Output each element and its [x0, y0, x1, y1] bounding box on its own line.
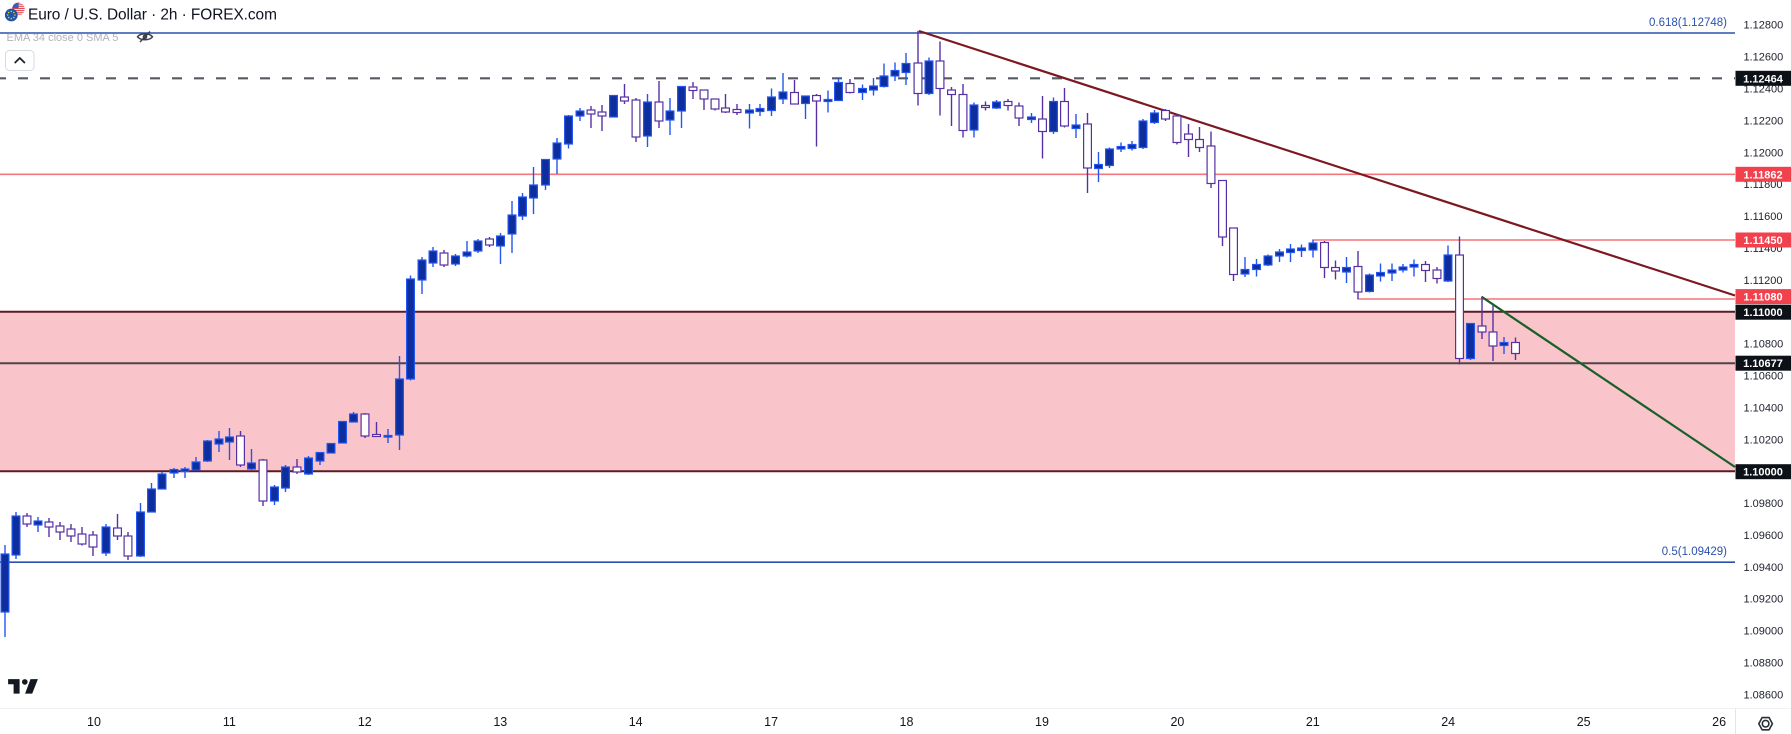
svg-text:1.11200: 1.11200	[1744, 275, 1783, 287]
svg-text:1.12200: 1.12200	[1744, 115, 1784, 127]
svg-text:1.10800: 1.10800	[1744, 339, 1784, 351]
svg-text:1.09200: 1.09200	[1744, 594, 1784, 606]
svg-text:1.10200: 1.10200	[1744, 434, 1784, 446]
svg-text:1.11000: 1.11000	[1743, 307, 1782, 319]
svg-text:1.12400: 1.12400	[1744, 84, 1784, 96]
svg-text:12: 12	[358, 715, 372, 729]
svg-text:1.11450: 1.11450	[1743, 235, 1782, 247]
svg-text:17: 17	[764, 715, 778, 729]
svg-text:1.12800: 1.12800	[1744, 20, 1784, 32]
svg-text:10: 10	[87, 715, 101, 729]
svg-text:Euro / U.S. Dollar · 2h · FORE: Euro / U.S. Dollar · 2h · FOREX.com	[28, 7, 277, 24]
svg-text:1.12464: 1.12464	[1743, 73, 1784, 85]
svg-text:1.11600: 1.11600	[1744, 211, 1783, 223]
svg-text:21: 21	[1306, 715, 1320, 729]
svg-text:20: 20	[1170, 715, 1184, 729]
svg-text:0.5(1.09429): 0.5(1.09429)	[1662, 546, 1727, 558]
svg-text:18: 18	[900, 715, 914, 729]
svg-text:1.09400: 1.09400	[1744, 562, 1784, 574]
svg-text:1.12600: 1.12600	[1744, 52, 1784, 64]
svg-text:1.09800: 1.09800	[1744, 498, 1784, 510]
svg-text:1.10400: 1.10400	[1744, 402, 1784, 414]
svg-text:1.12000: 1.12000	[1744, 147, 1784, 159]
svg-text:1.10600: 1.10600	[1744, 371, 1784, 383]
svg-text:24: 24	[1441, 715, 1455, 729]
svg-text:1.10000: 1.10000	[1743, 467, 1783, 479]
svg-text:1.11080: 1.11080	[1743, 292, 1782, 304]
svg-text:26: 26	[1712, 715, 1726, 729]
svg-text:1.09600: 1.09600	[1744, 530, 1784, 542]
svg-text:EMA 34 close 0 SMA 5: EMA 34 close 0 SMA 5	[7, 32, 119, 44]
svg-text:1.08800: 1.08800	[1744, 658, 1784, 670]
svg-text:0.618(1.12748): 0.618(1.12748)	[1649, 17, 1727, 29]
svg-text:1.10677: 1.10677	[1743, 358, 1783, 370]
svg-text:13: 13	[493, 715, 507, 729]
svg-text:1.11800: 1.11800	[1744, 179, 1783, 191]
svg-text:14: 14	[629, 715, 643, 729]
svg-text:25: 25	[1577, 715, 1591, 729]
svg-text:1.08600: 1.08600	[1744, 689, 1784, 701]
svg-text:1.11862: 1.11862	[1743, 169, 1782, 181]
svg-text:11: 11	[223, 715, 236, 729]
svg-text:19: 19	[1035, 715, 1049, 729]
svg-text:1.09000: 1.09000	[1744, 626, 1784, 638]
